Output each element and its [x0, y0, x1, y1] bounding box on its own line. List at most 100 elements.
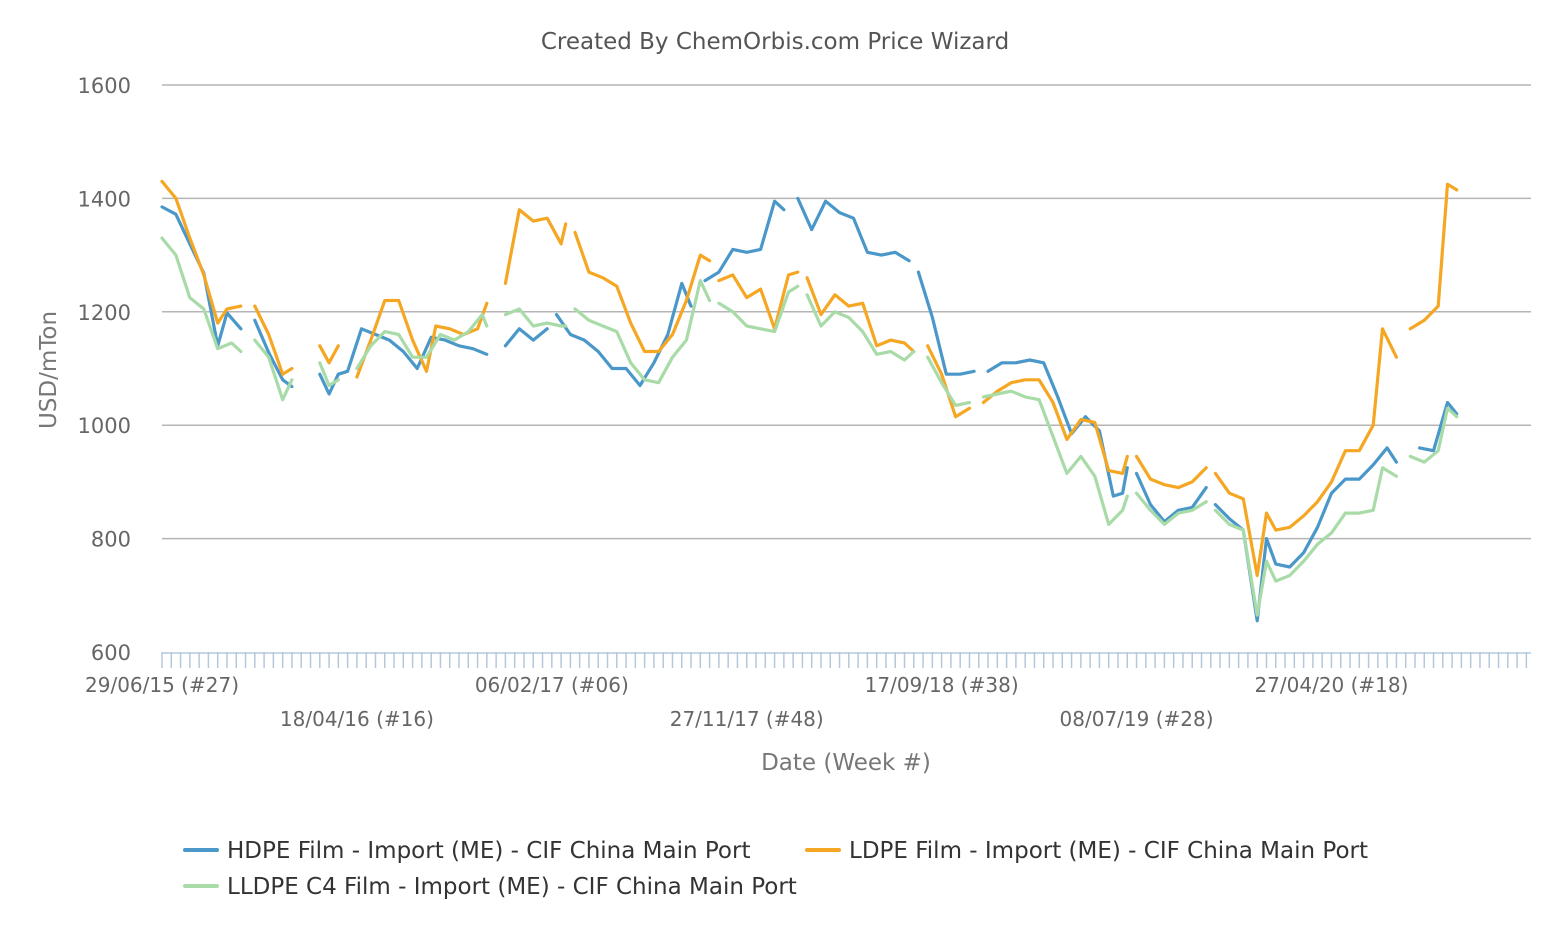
- data-point: [1126, 455, 1129, 458]
- data-point: [731, 310, 734, 313]
- series-line-segment: [916, 270, 976, 376]
- data-point: [1242, 528, 1245, 532]
- data-point: [759, 327, 762, 330]
- data-point: [1107, 523, 1110, 526]
- data-point: [773, 330, 776, 333]
- data-point: [1409, 327, 1412, 330]
- data-point: [1205, 486, 1208, 489]
- series-line-segment: [1408, 182, 1459, 331]
- data-point: [374, 333, 377, 336]
- series-line-segment: [160, 236, 243, 354]
- data-point: [1163, 483, 1166, 486]
- data-point: [411, 356, 414, 359]
- data-point: [1302, 514, 1305, 518]
- data-point: [1446, 183, 1449, 186]
- data-point: [880, 253, 883, 257]
- data-point: [1316, 543, 1319, 546]
- series-line-segment: [1213, 466, 1398, 617]
- series-line-segment: [503, 327, 549, 348]
- data-point: [448, 327, 451, 330]
- data-point: [1344, 477, 1347, 481]
- series-2: [160, 179, 1459, 578]
- data-point: [1126, 466, 1129, 469]
- data-point: [903, 358, 906, 362]
- data-point: [847, 304, 850, 308]
- data-point: [745, 251, 748, 254]
- data-point: [903, 341, 906, 345]
- data-point: [954, 415, 957, 418]
- data-point: [1256, 619, 1259, 622]
- data-point: [476, 327, 479, 330]
- data-point: [1191, 506, 1194, 509]
- data-point: [202, 273, 205, 277]
- x-axis-title: Date (Week #): [761, 750, 931, 776]
- data-point: [805, 293, 809, 296]
- data-point: [601, 276, 605, 279]
- data-point: [1372, 463, 1375, 467]
- data-point: [1288, 526, 1291, 529]
- data-point: [160, 236, 164, 240]
- series-line-segment: [981, 389, 1129, 526]
- x-tick-label: 18/04/16 (#16): [280, 707, 434, 731]
- y-tick-label: 1200: [78, 301, 131, 325]
- data-point: [1149, 477, 1152, 481]
- data-point: [402, 350, 405, 353]
- data-point: [471, 347, 475, 350]
- data-point: [1112, 494, 1115, 498]
- data-point: [861, 302, 864, 305]
- legend-label: LDPE Film - Import (ME) - CIF China Main…: [849, 838, 1368, 864]
- data-point: [518, 208, 521, 211]
- data-point: [569, 333, 572, 336]
- data-point: [875, 353, 878, 356]
- data-point: [731, 273, 734, 277]
- data-point: [216, 347, 219, 350]
- data-point: [1079, 418, 1083, 421]
- data-point: [657, 381, 660, 384]
- data-point: [1316, 500, 1319, 503]
- data-point: [1274, 562, 1278, 566]
- series-line-segment: [253, 318, 294, 389]
- data-point: [1000, 361, 1004, 364]
- data-point: [926, 344, 929, 347]
- y-tick-label: 600: [91, 641, 131, 665]
- series-line-segment: [503, 208, 568, 285]
- data-point: [1455, 188, 1458, 192]
- data-point: [267, 356, 270, 359]
- data-point: [1372, 509, 1375, 512]
- data-point: [759, 248, 762, 251]
- data-point: [847, 316, 850, 319]
- data-point: [1051, 435, 1055, 438]
- data-point: [1256, 574, 1259, 577]
- data-point: [1242, 497, 1245, 501]
- x-tick-label: 17/09/18 (#38): [865, 673, 1019, 697]
- data-point: [281, 378, 284, 381]
- legend: HDPE Film - Import (ME) - CIF China Main…: [183, 838, 1368, 900]
- data-point: [671, 356, 674, 359]
- data-point: [805, 276, 809, 279]
- data-point: [443, 338, 447, 342]
- data-point: [1274, 528, 1278, 532]
- data-point: [1423, 460, 1426, 464]
- data-point: [889, 338, 892, 342]
- data-point: [666, 333, 669, 336]
- data-point: [1274, 579, 1278, 583]
- data-point: [601, 324, 605, 328]
- data-point: [1084, 415, 1087, 418]
- data-point: [968, 407, 971, 410]
- data-point: [833, 293, 837, 296]
- data-point: [1358, 511, 1361, 515]
- data-point: [360, 327, 363, 330]
- series-3: [160, 236, 1459, 617]
- data-point: [1344, 449, 1347, 452]
- data-point: [504, 313, 507, 316]
- data-point: [996, 392, 999, 396]
- data-point: [1126, 494, 1129, 498]
- data-point: [1135, 472, 1138, 475]
- data-point: [532, 338, 535, 342]
- data-point: [1395, 460, 1398, 464]
- data-point: [337, 373, 340, 376]
- data-point: [425, 356, 428, 359]
- data-point: [731, 248, 734, 251]
- data-point: [239, 327, 243, 330]
